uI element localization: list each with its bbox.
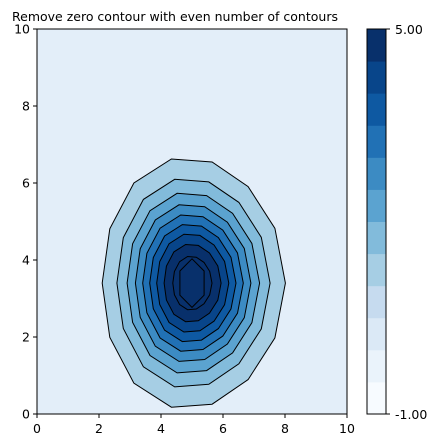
plot-area xyxy=(36,28,348,415)
x-tick-label: 2 xyxy=(95,421,103,436)
colorbar-max-label: 5.00 xyxy=(395,22,423,37)
colorbar: 5.00 -1.00 xyxy=(366,22,427,422)
colorbar-band xyxy=(367,349,386,383)
contour-regions xyxy=(101,158,286,408)
colorbar-band xyxy=(367,157,386,190)
y-tick-label: 6 xyxy=(22,176,30,191)
x-tick-label: 6 xyxy=(219,421,227,436)
colorbar-frame xyxy=(366,28,387,415)
plot-frame xyxy=(36,28,348,415)
y-tick-label: 4 xyxy=(22,253,30,268)
y-tick-label: 2 xyxy=(22,330,30,345)
y-axis: 0 2 4 6 8 10 xyxy=(14,22,37,422)
colorbar-band xyxy=(367,381,386,415)
colorbar-band xyxy=(367,317,386,351)
contour-peak-region xyxy=(179,258,205,309)
colorbar-band xyxy=(367,221,386,255)
colorbar-bands xyxy=(367,29,386,415)
colorbar-band xyxy=(367,61,386,94)
colorbar-band xyxy=(367,189,386,222)
x-tick-label: 4 xyxy=(157,421,165,436)
colorbar-band xyxy=(367,253,386,287)
colorbar-min-label: -1.00 xyxy=(395,407,427,422)
colorbar-band xyxy=(367,93,386,126)
colorbar-band xyxy=(367,125,386,158)
y-tick-label: 0 xyxy=(22,407,30,422)
y-tick-label: 10 xyxy=(14,22,30,37)
chart-title: Remove zero contour with even number of … xyxy=(12,9,338,24)
x-tick-label: 8 xyxy=(281,421,289,436)
colorbar-band xyxy=(367,29,386,62)
y-tick-label: 8 xyxy=(22,99,30,114)
x-tick-label: 0 xyxy=(33,421,41,436)
x-tick-label: 10 xyxy=(339,421,355,436)
colorbar-band xyxy=(367,285,386,319)
x-axis: 0 2 4 6 8 10 xyxy=(33,414,355,436)
